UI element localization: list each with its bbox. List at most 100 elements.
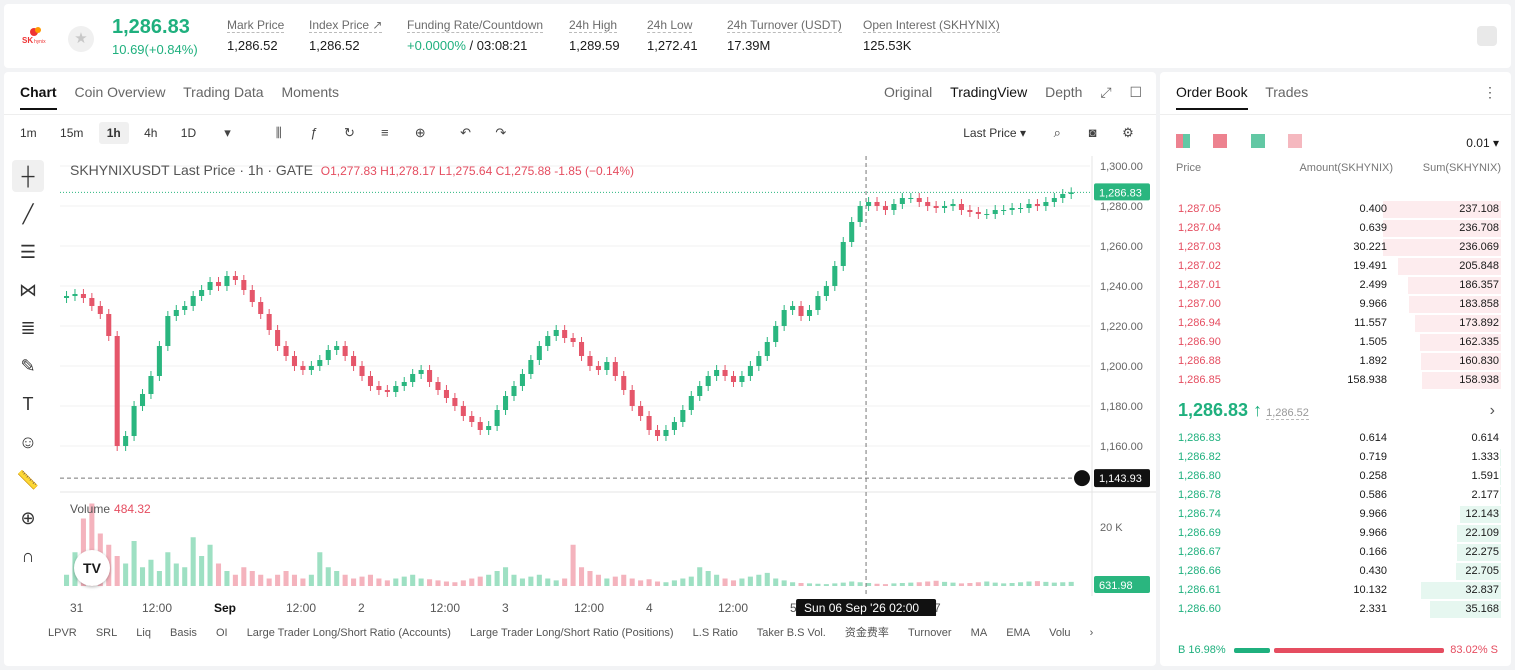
candle-body [815, 296, 821, 310]
pattern-icon[interactable]: ⋈ [19, 280, 37, 300]
row-amount: 2.331 [1359, 603, 1387, 615]
timeframe-15m[interactable]: 15m [60, 126, 84, 140]
candle-type-icon[interactable]: ⫼ [275, 125, 282, 140]
indicator-ma[interactable]: MA [970, 627, 988, 639]
crosshair-icon[interactable]: ┼ [12, 160, 44, 192]
ask-row[interactable]: 1,286.85 158.938 158.938 [1160, 371, 1511, 390]
bid-row[interactable]: 1,286.67 0.166 22.275 [1160, 543, 1511, 562]
price-type-select[interactable]: Last Price ▾ [963, 126, 1026, 140]
ask-row[interactable]: 1,287.05 0.400 237.108 [1160, 200, 1511, 219]
bid-row[interactable]: 1,286.66 0.430 22.705 [1160, 562, 1511, 581]
indicator-ls-positions[interactable]: Large Trader Long/Short Ratio (Positions… [469, 627, 674, 639]
redo-icon[interactable]: ↷ [495, 125, 507, 140]
indicator-ema[interactable]: EMA [1006, 627, 1031, 639]
tab-tradingview[interactable]: TradingView [950, 84, 1028, 100]
brush-icon[interactable]: ✎ [20, 356, 36, 376]
replay-icon[interactable]: ↻ [344, 125, 355, 140]
volume-bar [410, 574, 416, 586]
chevron-down-icon[interactable]: ▾ [224, 125, 231, 140]
search-icon[interactable]: ⌕ [1053, 125, 1061, 140]
bid-row[interactable]: 1,286.61 10.132 32.837 [1160, 581, 1511, 600]
expand-icon[interactable]: ⤢ [1100, 84, 1112, 100]
ruler-icon[interactable]: 📏 [16, 470, 40, 490]
precision-select[interactable]: 0.01 ▾ [1466, 136, 1499, 150]
candle-body [950, 204, 956, 206]
volume-bar [199, 556, 205, 586]
indicator-lpvr[interactable]: LPVR [48, 627, 77, 639]
tab-coin-overview[interactable]: Coin Overview [74, 84, 166, 100]
tradingview-logo[interactable]: TV [74, 550, 110, 586]
indicator-taker-vol[interactable]: Taker B.S Vol. [756, 627, 826, 639]
timeframe-1m[interactable]: 1m [20, 126, 37, 140]
candle-body [832, 266, 838, 286]
indicators-icon[interactable]: ƒ [310, 125, 318, 140]
ask-row[interactable]: 1,286.90 1.505 162.335 [1160, 333, 1511, 352]
mode-asks-icon[interactable] [1213, 134, 1228, 148]
undo-icon[interactable]: ↶ [460, 125, 471, 140]
tab-moments[interactable]: Moments [281, 84, 340, 100]
ask-row[interactable]: 1,287.01 2.499 186.357 [1160, 276, 1511, 295]
indicator-srl[interactable]: SRL [95, 627, 118, 639]
mode-both-icon[interactable] [1176, 134, 1190, 148]
tab-depth[interactable]: Depth [1045, 84, 1083, 100]
chart-panel: Chart Coin Overview Trading Data Moments… [4, 72, 1156, 666]
camera-icon[interactable]: ◙ [1088, 125, 1097, 140]
book-icon[interactable] [1477, 26, 1497, 46]
bid-row[interactable]: 1,286.82 0.719 1.333 [1160, 448, 1511, 467]
price-chart[interactable]: 1,160.00 1,180.00 1,200.00 1,220.00 1,240.00… [60, 156, 1156, 616]
timeframe-1h[interactable]: 1h [98, 122, 129, 144]
bid-row[interactable]: 1,286.60 2.331 35.168 [1160, 600, 1511, 619]
mode-bids-icon[interactable] [1250, 134, 1265, 148]
ask-row[interactable]: 1,286.88 1.892 160.830 [1160, 352, 1511, 371]
volume-bar [722, 578, 728, 586]
bid-row[interactable]: 1,286.78 0.586 2.177 [1160, 486, 1511, 505]
ask-row[interactable]: 1,287.04 0.639 236.708 [1160, 219, 1511, 238]
indicator-volume[interactable]: Volu [1049, 627, 1071, 639]
ask-row[interactable]: 1,286.94 11.557 173.892 [1160, 314, 1511, 333]
row-sum: 1.333 [1471, 451, 1499, 463]
bid-row[interactable]: 1,286.83 0.614 0.614 [1160, 429, 1511, 448]
indicator-liq[interactable]: Liq [136, 627, 151, 639]
ask-row[interactable]: 1,287.00 9.966 183.858 [1160, 295, 1511, 314]
template-icon[interactable]: ≡ [381, 125, 389, 140]
ask-row[interactable]: 1,287.02 19.491 205.848 [1160, 257, 1511, 276]
indicator-funding-rate[interactable]: 资金费率 [844, 627, 889, 639]
tab-chart[interactable]: Chart [20, 84, 57, 110]
bid-row[interactable]: 1,286.69 9.966 22.109 [1160, 524, 1511, 543]
volume-bar [663, 582, 669, 586]
trendline-icon[interactable]: ╱ [22, 204, 34, 224]
col-price: Price [1176, 162, 1202, 174]
tab-order-book[interactable]: Order Book [1176, 84, 1248, 110]
window-icon[interactable]: ☐ [1129, 84, 1142, 100]
indicator-oi[interactable]: OI [216, 627, 228, 639]
horizontal-lines-icon[interactable]: ☰ [19, 242, 37, 262]
indicator-ls-accounts[interactable]: Large Trader Long/Short Ratio (Accounts) [246, 627, 451, 639]
mode-alt-icon[interactable] [1288, 134, 1303, 148]
text-icon[interactable]: T [22, 394, 34, 414]
stat-index-price[interactable]: Index Price ↗ 1,286.52 [309, 18, 383, 53]
bid-row[interactable]: 1,286.80 0.258 1.591 [1160, 467, 1511, 486]
ask-row[interactable]: 1,287.03 30.221 236.069 [1160, 238, 1511, 257]
tab-trading-data[interactable]: Trading Data [183, 84, 264, 100]
timeframe-4h[interactable]: 4h [144, 126, 158, 140]
gear-icon[interactable]: ⚙ [1122, 125, 1134, 140]
indicator-ls-ratio[interactable]: L.S Ratio [692, 627, 738, 639]
timeframe-1d[interactable]: 1D [180, 126, 197, 140]
tab-trades[interactable]: Trades [1265, 84, 1309, 100]
chevron-right-icon[interactable]: › [1489, 402, 1495, 419]
time-axis-tick: 3 [502, 601, 509, 615]
volume-bar [832, 583, 838, 586]
more-icon[interactable]: ⋮ [1483, 84, 1497, 100]
magnet-icon[interactable]: ∩ [21, 546, 35, 566]
add-indicator-icon[interactable]: ⊕ [414, 125, 426, 140]
indicator-basis[interactable]: Basis [170, 627, 197, 639]
fib-icon[interactable]: ≣ [20, 318, 36, 338]
chevron-right-icon[interactable]: › [1089, 627, 1094, 639]
favorite-star-icon[interactable]: ★ [68, 26, 94, 52]
emoji-icon[interactable]: ☺ [18, 432, 38, 452]
bid-row[interactable]: 1,286.74 9.966 12.143 [1160, 505, 1511, 524]
zoom-icon[interactable]: ⊕ [20, 508, 36, 528]
time-axis-tick: 5 [790, 601, 797, 615]
tab-original[interactable]: Original [884, 84, 933, 100]
indicator-turnover[interactable]: Turnover [907, 627, 952, 639]
